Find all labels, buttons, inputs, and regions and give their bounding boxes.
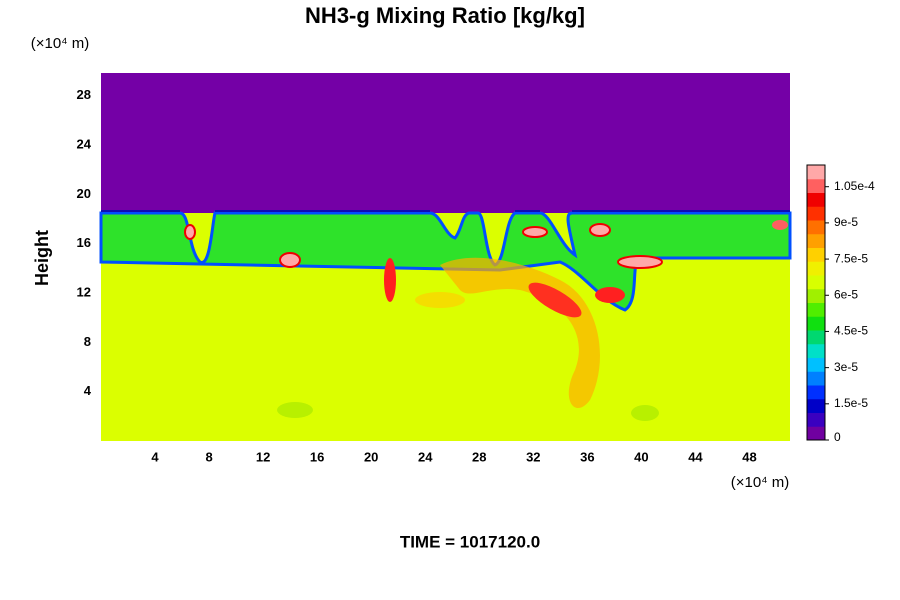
field-blob [522, 226, 548, 238]
field-blob [589, 223, 611, 237]
field [99, 73, 792, 441]
colorbar-segment [807, 288, 825, 303]
colorbar-segment [807, 302, 825, 317]
colorbar-tick-label: 1.05e-4 [834, 179, 875, 193]
x-tick-label: 24 [418, 449, 433, 464]
field-blob [617, 255, 663, 269]
colorbar-segment [807, 316, 825, 331]
field-blob [595, 287, 625, 303]
field-blob [631, 405, 659, 421]
x-tick-label: 16 [310, 449, 324, 464]
y-tick-label: 28 [77, 87, 91, 102]
y-tick-label: 20 [77, 186, 91, 201]
colorbar-tick-label: 0 [834, 430, 841, 444]
x-tick-label: 8 [205, 449, 212, 464]
colorbar-segment [807, 247, 825, 262]
y-tick-label: 4 [84, 383, 92, 398]
colorbar-segment [807, 371, 825, 386]
colorbar-segment [807, 343, 825, 358]
colorbar-segment [807, 178, 825, 193]
colorbar-segment [807, 275, 825, 290]
colorbar-segment [807, 233, 825, 248]
colorbar-segment [807, 192, 825, 207]
x-tick-label: 44 [688, 449, 703, 464]
field-blob [279, 252, 301, 268]
chart-title: NH3-g Mixing Ratio [kg/kg] [305, 3, 585, 28]
y-tick-label: 8 [84, 334, 91, 349]
x-unit: (×10⁴ m) [731, 474, 790, 491]
x-tick-label: 32 [526, 449, 540, 464]
field-blob [528, 282, 582, 318]
colorbar-segment [807, 426, 825, 441]
field-blob [184, 224, 196, 240]
x-tick-label: 4 [151, 449, 159, 464]
y-axis-label: Height [32, 230, 52, 286]
y-tick-label: 24 [77, 136, 92, 151]
field-upper [101, 73, 790, 213]
colorbar-tick-label: 7.5e-5 [834, 251, 868, 265]
colorbar-segment [807, 261, 825, 276]
colorbar-segment [807, 398, 825, 413]
colorbar-segment [807, 220, 825, 235]
colorbar-tick-label: 6e-5 [834, 287, 858, 301]
y-tick-label: 16 [77, 235, 91, 250]
y-tick-label: 12 [77, 284, 91, 299]
colorbar-segment [807, 412, 825, 427]
colorbar-tick-label: 1.5e-5 [834, 396, 868, 410]
x-tick-label: 20 [364, 449, 378, 464]
field-blob [772, 220, 788, 230]
colorbar-tick-label: 4.5e-5 [834, 324, 868, 338]
colorbar-tick-label: 9e-5 [834, 215, 858, 229]
colorbar-frame [806, 164, 826, 441]
x-tick-label: 28 [472, 449, 486, 464]
x-tick-label: 36 [580, 449, 594, 464]
colorbar-segment [807, 385, 825, 400]
colorbar-tick-label: 3e-5 [834, 360, 858, 374]
x-tick-label: 40 [634, 449, 648, 464]
x-tick-label: 12 [256, 449, 270, 464]
y-unit: (×10⁴ m) [31, 35, 90, 52]
field-blob [415, 292, 465, 308]
colorbar-segment [807, 330, 825, 345]
field-blob [277, 402, 313, 418]
colorbar-segment [807, 206, 825, 221]
x-tick-label: 48 [742, 449, 756, 464]
colorbar-segment [807, 357, 825, 372]
field-blob [384, 258, 396, 302]
footer-time: TIME = 1017120.0 [400, 532, 540, 551]
colorbar-segment [807, 165, 825, 180]
